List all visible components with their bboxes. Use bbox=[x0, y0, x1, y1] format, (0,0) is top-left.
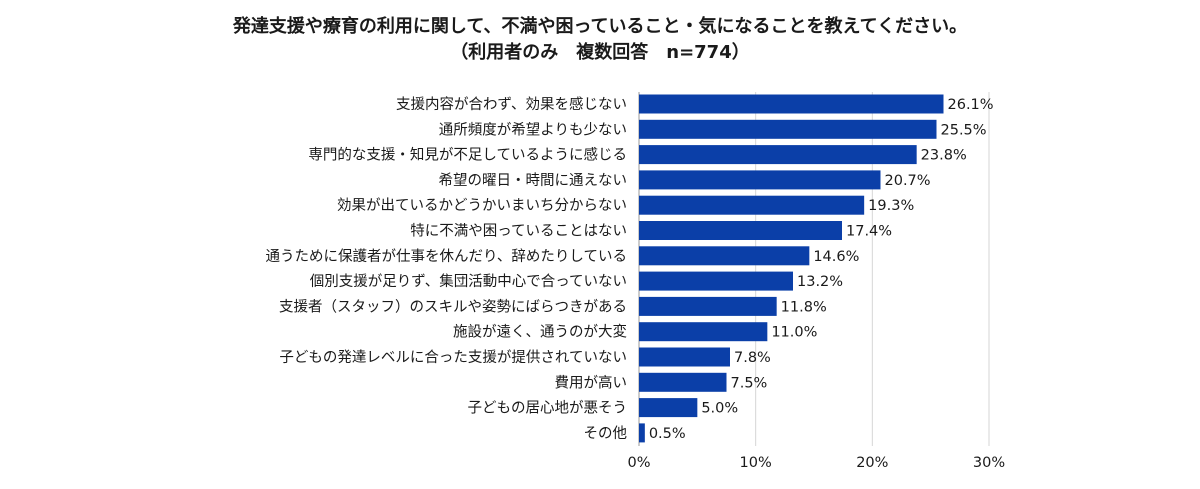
data-label: 17.4% bbox=[846, 224, 892, 240]
bar bbox=[639, 271, 793, 291]
data-label: 5.0% bbox=[701, 401, 738, 417]
data-label: 7.5% bbox=[731, 375, 768, 391]
data-label: 11.0% bbox=[771, 325, 817, 341]
data-label: 7.8% bbox=[734, 350, 771, 366]
data-label: 14.6% bbox=[813, 249, 859, 265]
chart-title-line: 発達支援や療育の利用に関して、不満や困っていること・気になることを教えてください… bbox=[232, 16, 968, 37]
chart-subtitle: （利用者のみ 複数回答 n=774） bbox=[450, 42, 750, 63]
bar bbox=[639, 246, 810, 266]
bar bbox=[639, 347, 730, 367]
bar bbox=[639, 423, 645, 443]
bar bbox=[639, 398, 698, 418]
data-label: 25.5% bbox=[941, 122, 987, 138]
label-layer: 支援内容が合わず、効果を感じない 26.1% 通所頻度が希望よりも少ない 25.5% 専… bbox=[266, 96, 994, 442]
data-label: 26.1% bbox=[948, 97, 994, 113]
tick-layer: 0% 10% 20% 30% bbox=[627, 455, 1005, 471]
chart-title: 発達支援や療育の利用に関して、不満や困っていること・気になることを教えてください… bbox=[0, 14, 1200, 66]
category-label: 効果が出ているかどうかいまいち分からない bbox=[337, 197, 627, 214]
category-label: 個別支援が足りず、集団活動中心で合っていない bbox=[310, 273, 627, 290]
category-label: 専門的な支援・知見が不足しているように感じる bbox=[308, 147, 627, 164]
category-label: 費用が高い bbox=[555, 374, 628, 391]
category-label: 子どもの発達レベルに合った支援が提供されていない bbox=[279, 349, 627, 366]
bar-layer bbox=[639, 94, 944, 443]
category-label: その他 bbox=[584, 425, 628, 442]
category-label: 希望の曜日・時間に通えない bbox=[439, 172, 628, 189]
x-tick-label: 10% bbox=[740, 455, 772, 471]
bar bbox=[639, 145, 917, 165]
category-label: 子どもの居心地が悪そう bbox=[468, 400, 628, 417]
x-tick-label: 30% bbox=[973, 455, 1005, 471]
bar bbox=[639, 322, 768, 342]
category-label: 支援者（スタッフ）のスキルや姿勢にばらつきがある bbox=[279, 298, 627, 315]
data-label: 20.7% bbox=[885, 173, 931, 189]
bar bbox=[639, 94, 944, 114]
data-label: 11.8% bbox=[781, 299, 827, 315]
data-label: 13.2% bbox=[797, 274, 843, 290]
x-tick-label: 0% bbox=[627, 455, 650, 471]
category-label: 支援内容が合わず、効果を感じない bbox=[396, 96, 627, 113]
bar bbox=[639, 195, 865, 215]
data-label: 19.3% bbox=[868, 198, 914, 214]
category-label: 特に不満や困っていることはない bbox=[410, 223, 627, 240]
bar bbox=[639, 170, 881, 190]
bar bbox=[639, 221, 842, 240]
x-tick-label: 20% bbox=[856, 455, 888, 471]
category-label: 通所頻度が希望よりも少ない bbox=[439, 121, 627, 138]
bar bbox=[639, 372, 727, 392]
data-label: 0.5% bbox=[649, 426, 686, 442]
data-label: 23.8% bbox=[921, 148, 967, 164]
bar bbox=[639, 119, 937, 139]
category-label: 施設が遠く、通うのが大変 bbox=[453, 324, 627, 341]
bar bbox=[639, 296, 777, 316]
category-label: 通うために保護者が仕事を休んだり、辞めたりしている bbox=[266, 248, 627, 265]
